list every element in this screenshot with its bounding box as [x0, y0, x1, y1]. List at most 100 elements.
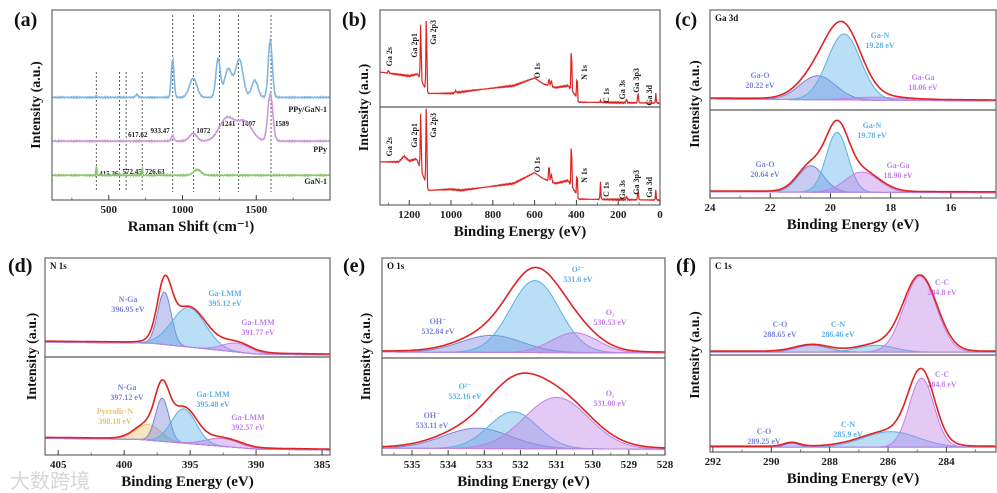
x-axis-label: Binding Energy (eV)	[454, 224, 587, 240]
component-name-label: Ga-LMM	[241, 318, 275, 327]
component-energy-label: 20.22 eV	[745, 81, 775, 90]
series-label: GaN-1	[304, 177, 327, 186]
x-tick-label: 528	[657, 459, 674, 471]
component-name-label: N-Ga	[118, 383, 137, 392]
plot-frame	[379, 106, 661, 206]
peak-assignment-label: Ga 3s	[618, 80, 627, 99]
component-energy-label: 395.48 eV	[196, 400, 230, 409]
panel-b: Ga 2s Ga 2p1 Ga 2p3 O 1s N 1s C 1s Ga 3s Ga 3p3…	[342, 9, 663, 240]
x-tick-label: 534	[440, 459, 457, 471]
x-tick-label: 22	[765, 202, 777, 214]
component-name-label: C-O	[757, 427, 772, 436]
component-energy-label: 398.18 eV	[98, 417, 132, 426]
panel-title: Ga 3d	[715, 13, 738, 23]
y-axis-label: Intensity (a.u.)	[688, 311, 703, 399]
fit-envelope	[710, 119, 996, 193]
fit-envelope	[710, 274, 996, 352]
x-tick-label: 400	[116, 459, 133, 471]
x-axis-label: Binding Energy (eV)	[457, 474, 590, 490]
component-name-label: Pyrrolic-N	[97, 407, 134, 416]
component-name-label: Ga-LMM	[196, 390, 230, 399]
x-tick-label: 400	[568, 209, 585, 221]
plot-frame	[44, 356, 331, 456]
panel-letter: (c)	[675, 9, 697, 31]
fit-component-1	[382, 279, 665, 354]
watermark-logo: 大数跨境	[10, 469, 90, 493]
panel-letter: (f)	[676, 255, 696, 277]
x-tick-label: 200	[610, 209, 627, 221]
x-axis-label: Binding Energy (eV)	[787, 217, 920, 233]
component-name-label: Ga-N	[863, 121, 882, 130]
x-tick-label: 535	[404, 459, 421, 471]
component-energy-label: 532.16 eV	[448, 392, 482, 401]
plot-frame	[709, 354, 997, 453]
component-name-label: C-C	[935, 370, 949, 379]
component-name-label: Ga-Ga	[911, 73, 934, 82]
peak-assignment-label: Ga 2p3	[429, 20, 438, 45]
component-energy-label: 18.06 eV	[908, 83, 938, 92]
x-tick-label: 1200	[398, 209, 421, 221]
component-energy-label: 18.90 eV	[883, 171, 913, 180]
component-energy-label: 392.57 eV	[231, 423, 265, 432]
plot-frame	[381, 357, 666, 456]
component-energy-label: 397.12 eV	[110, 393, 144, 402]
component-name-label: Ga-LMM	[208, 289, 242, 298]
peak-position-label: 726.63	[145, 168, 165, 176]
peak-position-label: 617.62	[128, 131, 148, 139]
panel-letter: (e)	[343, 255, 365, 277]
series-label: PPy	[313, 145, 327, 154]
x-tick-label: 531	[548, 459, 565, 471]
fit-envelope	[710, 367, 996, 447]
peak-position-label: 933.47	[150, 127, 170, 135]
fit-component-2	[710, 377, 996, 448]
peak-assignment-label: Ga 3d	[645, 176, 654, 197]
component-energy-label: 19.28 eV	[865, 41, 895, 50]
peak-assignment-label: Ga 2p1	[410, 123, 419, 148]
component-name-label: Ga-O	[750, 71, 769, 80]
x-tick-label: 284	[938, 456, 955, 468]
fit-envelope	[710, 20, 996, 101]
component-energy-label: 396.95 eV	[111, 305, 145, 314]
plot-frame	[709, 109, 997, 199]
fit-component-3	[45, 437, 330, 451]
component-name-label: C-N	[841, 420, 855, 429]
x-tick-label: 390	[248, 459, 265, 471]
x-tick-label: 20	[825, 202, 837, 214]
y-axis-label: Intensity (a.u.)	[359, 312, 374, 400]
y-axis-label: Intensity (a.u.)	[688, 60, 703, 148]
component-name-label: Ga-Ga	[886, 161, 909, 170]
y-axis-label: Intensity (a.u.)	[29, 61, 44, 149]
peak-assignment-label: C 1s	[602, 88, 611, 103]
x-axis-label: Binding Energy (eV)	[121, 474, 254, 490]
fit-envelope	[45, 274, 330, 355]
x-tick-label: 395	[182, 459, 199, 471]
peak-position-label: 1072	[196, 127, 211, 135]
peak-assignment-label: Ga 2s	[385, 47, 394, 66]
x-tick-label: 530	[584, 459, 601, 471]
x-tick-label: 292	[705, 456, 722, 468]
x-tick-label: 18	[885, 202, 897, 214]
series-label: PPy/GaN-1	[288, 105, 327, 114]
component-energy-label: 284.8 eV	[927, 288, 957, 297]
fit-component-2	[44, 341, 330, 356]
fit-envelope	[45, 379, 330, 450]
component-name-label: Ga-LMM	[231, 413, 265, 422]
peak-position-label: 572.45	[122, 168, 142, 176]
fit-component-1	[44, 307, 330, 356]
component-energy-label: 284.8 eV	[927, 380, 957, 389]
peak-assignment-label: N 1s	[580, 168, 589, 183]
fit-envelope	[382, 266, 665, 353]
component-energy-label: 289.25 eV	[747, 437, 781, 446]
component-name-label: N-Ga	[119, 295, 138, 304]
x-tick-label: 290	[763, 456, 780, 468]
component-name-label: OH⁻	[430, 317, 447, 326]
peak-position-label: 1241	[221, 120, 236, 128]
fit-component-2	[382, 332, 665, 354]
peak-assignment-label: Ga 3d	[645, 84, 654, 105]
series-line-ppy-gan-1	[51, 37, 330, 100]
x-tick-label: 24	[705, 202, 717, 214]
panel-letter: (b)	[342, 9, 366, 31]
peak-assignment-label: Ga 3p3	[632, 68, 641, 93]
